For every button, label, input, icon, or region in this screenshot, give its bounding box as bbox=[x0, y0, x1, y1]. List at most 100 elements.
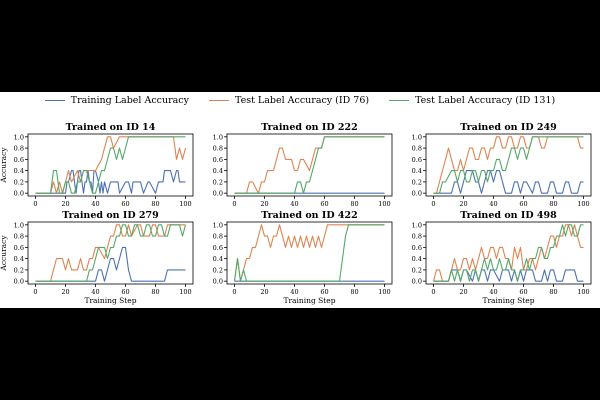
x-axis-label: Training Step bbox=[482, 296, 534, 305]
y-tick-label: 1.0 bbox=[412, 133, 422, 141]
x-tick-label: 100 bbox=[577, 200, 589, 208]
series-line bbox=[233, 224, 385, 282]
chart-title: Trained on ID 222 bbox=[261, 122, 357, 133]
x-tick-label: 40 bbox=[489, 200, 497, 208]
chart-grid: Trained on ID 14 0.0 0.2 0.4 0.6 0.8 1.0 0 20 40 6… bbox=[0, 122, 592, 305]
series-line bbox=[234, 136, 385, 194]
x-tick-label: 40 bbox=[290, 288, 298, 296]
series-line bbox=[433, 136, 584, 194]
y-tick-label: 0.8 bbox=[412, 145, 422, 153]
chart-title: Trained on ID 279 bbox=[62, 210, 159, 221]
y-tick-label: 0.8 bbox=[213, 145, 223, 153]
x-tick-label: 100 bbox=[378, 200, 390, 208]
y-tick-label: 0.4 bbox=[213, 255, 223, 263]
x-tick-label: 40 bbox=[290, 200, 298, 208]
y-tick-label: 1.0 bbox=[213, 221, 223, 229]
x-tick-label: 100 bbox=[378, 288, 390, 296]
y-tick-label: 0.2 bbox=[213, 178, 223, 186]
y-tick-label: 0.6 bbox=[14, 244, 24, 252]
figure: Training Label Accuracy Test Label Accur… bbox=[0, 92, 600, 308]
y-tick-label: 0.4 bbox=[14, 167, 24, 175]
y-tick-label: 0.0 bbox=[213, 190, 223, 198]
y-tick-label: 0.0 bbox=[412, 190, 422, 198]
y-axis-label: Accuracy bbox=[0, 235, 8, 272]
plot-frame bbox=[226, 133, 393, 197]
series-line bbox=[433, 136, 584, 194]
y-tick-label: 0.6 bbox=[213, 244, 223, 252]
legend-swatch-test-131 bbox=[389, 99, 410, 101]
chart-panel: Trained on ID 14 0.0 0.2 0.4 0.6 0.8 1.0 0 20 40 6… bbox=[0, 122, 194, 208]
y-tick-label: 0.2 bbox=[412, 178, 422, 186]
chart-panel: Trained on ID 498 0.0 0.2 0.4 0.6 0.8 1.0 0 20 40… bbox=[412, 210, 592, 305]
y-tick-label: 0.4 bbox=[14, 255, 24, 263]
series-line bbox=[432, 224, 584, 282]
plot-frame bbox=[27, 221, 194, 285]
x-tick-label: 100 bbox=[179, 288, 191, 296]
y-tick-label: 0.4 bbox=[213, 167, 223, 175]
legend-swatch-test-76 bbox=[208, 99, 229, 101]
x-tick-label: 0 bbox=[232, 288, 236, 296]
chart-title: Trained on ID 249 bbox=[460, 122, 557, 133]
y-tick-label: 0.8 bbox=[412, 233, 422, 241]
chart-title: Trained on ID 422 bbox=[261, 210, 357, 221]
y-tick-label: 0.4 bbox=[412, 255, 422, 263]
x-tick-label: 60 bbox=[121, 200, 129, 208]
x-tick-label: 0 bbox=[232, 200, 236, 208]
y-tick-label: 0.2 bbox=[412, 266, 422, 274]
y-tick-label: 0.4 bbox=[412, 167, 422, 175]
x-tick-label: 0 bbox=[431, 288, 435, 296]
x-tick-label: 20 bbox=[260, 288, 268, 296]
chart-panel: Trained on ID 222 0.0 0.2 0.4 0.6 0.8 1.0 0 20 40… bbox=[213, 122, 393, 208]
y-tick-label: 1.0 bbox=[412, 221, 422, 229]
x-tick-label: 0 bbox=[33, 288, 37, 296]
legend: Training Label Accuracy Test Label Accur… bbox=[44, 92, 555, 108]
y-axis-label: Accuracy bbox=[0, 147, 8, 184]
chart-panel: Trained on ID 249 0.0 0.2 0.4 0.6 0.8 1.0 0 20 40… bbox=[412, 122, 592, 208]
y-tick-label: 0.6 bbox=[14, 156, 24, 164]
chart-title: Trained on ID 498 bbox=[460, 210, 557, 221]
x-tick-label: 40 bbox=[489, 288, 497, 296]
y-tick-label: 0.6 bbox=[412, 244, 422, 252]
series-line bbox=[35, 136, 186, 194]
x-tick-label: 60 bbox=[121, 288, 129, 296]
y-tick-label: 0.8 bbox=[14, 233, 24, 241]
legend-label-training: Training Label Accuracy bbox=[70, 94, 189, 106]
y-tick-label: 0.2 bbox=[14, 266, 24, 274]
legend-item-test-76: Test Label Accuracy (ID 76) bbox=[208, 94, 370, 106]
series-line bbox=[234, 136, 385, 194]
x-tick-label: 0 bbox=[431, 200, 435, 208]
x-tick-label: 60 bbox=[519, 288, 527, 296]
x-tick-label: 20 bbox=[61, 288, 69, 296]
x-tick-label: 80 bbox=[151, 288, 159, 296]
x-tick-label: 20 bbox=[260, 200, 268, 208]
legend-item-training: Training Label Accuracy bbox=[44, 94, 189, 106]
x-tick-label: 20 bbox=[61, 200, 69, 208]
x-tick-label: 80 bbox=[549, 200, 557, 208]
x-tick-label: 80 bbox=[350, 288, 358, 296]
x-tick-label: 40 bbox=[91, 288, 99, 296]
legend-item-test-131: Test Label Accuracy (ID 131) bbox=[389, 95, 555, 106]
x-tick-label: 40 bbox=[91, 200, 99, 208]
legend-label-test-131: Test Label Accuracy (ID 131) bbox=[415, 94, 556, 106]
y-tick-label: 1.0 bbox=[14, 133, 24, 141]
x-tick-label: 80 bbox=[151, 200, 159, 208]
y-tick-label: 0.2 bbox=[213, 266, 223, 274]
x-axis-label: Training Step bbox=[283, 296, 335, 305]
series-line bbox=[433, 224, 584, 282]
legend-swatch-training bbox=[44, 99, 65, 101]
series-line bbox=[35, 246, 186, 282]
y-tick-label: 0.6 bbox=[213, 156, 223, 164]
x-tick-label: 80 bbox=[549, 288, 557, 296]
plot-frame bbox=[425, 221, 592, 285]
x-tick-label: 60 bbox=[320, 288, 328, 296]
x-tick-label: 60 bbox=[320, 200, 328, 208]
series-line bbox=[35, 224, 187, 282]
plot-frame bbox=[425, 133, 592, 197]
y-tick-label: 0.8 bbox=[213, 233, 223, 241]
y-tick-label: 1.0 bbox=[14, 221, 24, 229]
legend-label-test-76: Test Label Accuracy (ID 76) bbox=[234, 94, 370, 106]
x-tick-label: 20 bbox=[459, 288, 467, 296]
series-line bbox=[35, 224, 186, 282]
series-line bbox=[233, 224, 385, 282]
x-axis-label: Training Step bbox=[84, 296, 136, 305]
